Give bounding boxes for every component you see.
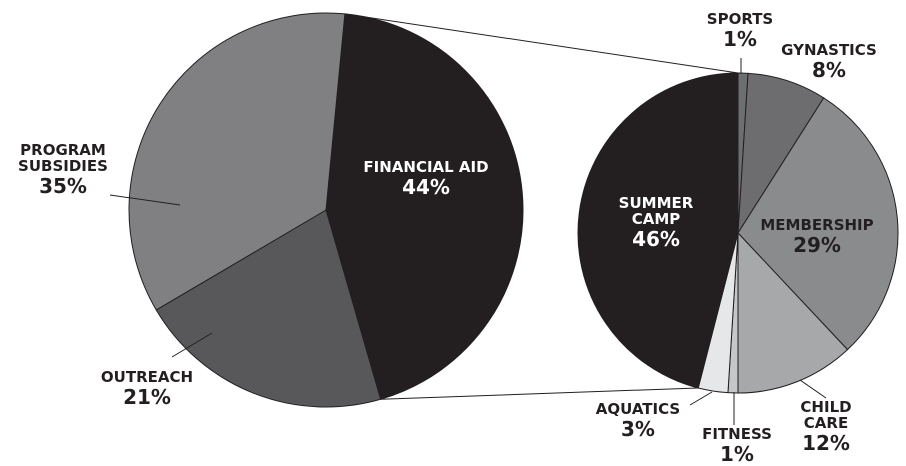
pie-slice	[737, 97, 899, 351]
slice-percent: 3%	[621, 417, 655, 441]
slice-label: FINANCIAL AID	[363, 158, 489, 176]
leader-line	[799, 379, 827, 399]
pie-slice	[155, 209, 382, 408]
slice-label: SPORTS	[706, 10, 774, 28]
pie-slice	[128, 12, 346, 311]
slice-percent: 35%	[39, 174, 87, 198]
slice-label: SUMMER CAMP	[618, 194, 694, 228]
slice-percent: 21%	[123, 385, 171, 409]
connector-line	[344, 13, 739, 74]
slice-percent: 1%	[720, 442, 754, 466]
slice-label: AQUATICS	[595, 400, 681, 418]
slice-label: FITNESS	[702, 425, 772, 443]
slice-label: OUTREACH	[100, 368, 194, 386]
slice-percent: 44%	[402, 175, 450, 199]
slice-percent: 8%	[812, 58, 846, 82]
slice-label: PROGRAM SUBSIDIES	[18, 141, 108, 175]
slice-label: CHILD CARE	[800, 398, 852, 432]
pie-slice	[737, 231, 849, 394]
pie-slice	[577, 72, 739, 389]
leader-line	[689, 391, 713, 406]
slice-percent: 1%	[723, 27, 757, 51]
pie-slice	[325, 13, 524, 400]
slice-percent: 12%	[802, 431, 850, 455]
slice-percent: 29%	[793, 233, 841, 257]
slice-label: MEMBERSHIP	[760, 216, 874, 234]
leader-line	[109, 194, 181, 206]
connector-line	[380, 387, 699, 400]
slice-percent: 46%	[632, 227, 680, 251]
leader-line	[171, 332, 213, 358]
slice-label: GYNASTICS	[781, 41, 877, 59]
